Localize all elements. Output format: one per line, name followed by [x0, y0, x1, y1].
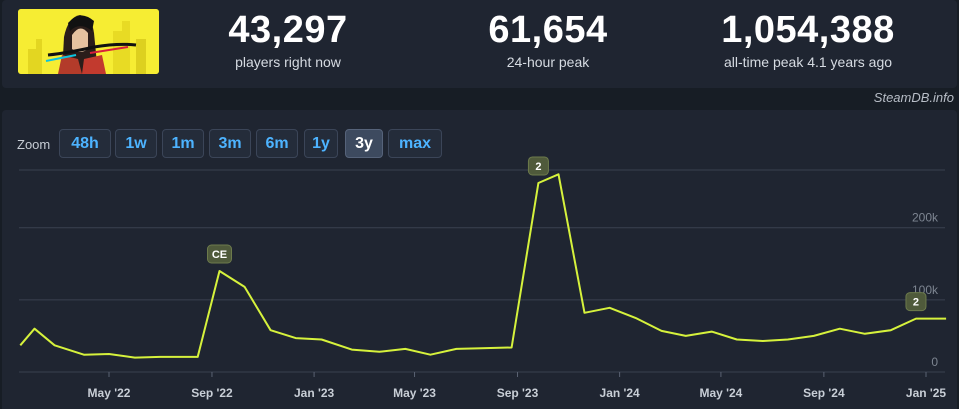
x-tick-label: May '23 — [393, 386, 436, 400]
x-tick-label: Jan '25 — [906, 386, 947, 400]
annotation-label: 2 — [535, 161, 541, 173]
zoom-button-1w[interactable]: 1w — [115, 129, 157, 158]
series-line — [19, 173, 947, 359]
all-time-peak-label: all-time peak 4.1 years ago — [723, 54, 893, 70]
y-tick-label: 0 — [931, 355, 938, 369]
annotation-label: 2 — [913, 297, 919, 309]
zoom-button-48h[interactable]: 48h — [59, 129, 111, 158]
x-tick-label: May '24 — [699, 386, 742, 400]
annotation-label: CE — [212, 249, 227, 261]
player-stats-panel: 43,297 players right now 61,654 24-hour … — [2, 0, 957, 88]
x-tick-label: May '22 — [88, 386, 131, 400]
players-now-value: 43,297 — [228, 9, 348, 51]
zoom-button-6m[interactable]: 6m — [256, 129, 298, 158]
x-tick-label: Sep '22 — [191, 386, 233, 400]
all-time-peak-stat: 1,054,388 all-time peak 4.1 years ago — [698, 8, 918, 71]
zoom-label: Zoom — [17, 137, 51, 152]
peak-24h-value: 61,654 — [488, 9, 608, 51]
x-tick-label: Sep '24 — [803, 386, 845, 400]
players-now-stat: 43,297 players right now — [208, 8, 368, 71]
steamdb-watermark: SteamDB.info — [873, 90, 954, 105]
peak-24h-stat: 61,654 24-hour peak — [468, 8, 628, 71]
players-now-label: players right now — [235, 54, 341, 70]
zoom-button-1m[interactable]: 1m — [162, 129, 204, 158]
zoom-button-3y[interactable]: 3y — [345, 129, 383, 158]
x-tick-label: Sep '23 — [497, 386, 539, 400]
zoom-button-max[interactable]: max — [388, 129, 442, 158]
x-tick-label: Jan '24 — [600, 386, 641, 400]
cyberpunk-capsule-art — [18, 9, 159, 74]
chart-panel — [2, 110, 957, 409]
annotation-flag — [905, 292, 927, 312]
annotation-flag — [206, 244, 232, 264]
peak-24h-label: 24-hour peak — [506, 54, 590, 70]
all-time-peak-value: 1,054,388 — [721, 9, 895, 51]
x-tick-label: Jan '23 — [294, 386, 335, 400]
zoom-button-3m[interactable]: 3m — [209, 129, 251, 158]
game-capsule-image[interactable] — [18, 9, 159, 74]
zoom-button-1y[interactable]: 1y — [304, 129, 338, 158]
y-tick-label: 200k — [912, 211, 939, 225]
annotation-flag — [527, 156, 549, 176]
